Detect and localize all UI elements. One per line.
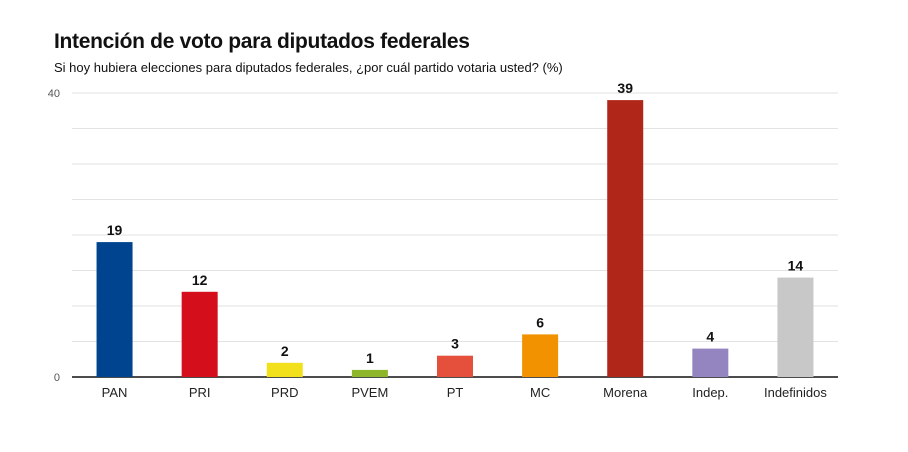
- bar-pvem: [351, 369, 388, 377]
- x-tick-label: Indep.: [692, 385, 728, 400]
- x-tick-label: PRI: [189, 385, 211, 400]
- data-label: 2: [281, 343, 289, 359]
- data-label: 39: [617, 80, 633, 96]
- chart-subtitle: Si hoy hubiera elecciones para diputados…: [54, 60, 563, 75]
- data-label: 19: [107, 222, 123, 238]
- bar-indep: [692, 348, 729, 377]
- x-tick-label: PVEM: [351, 385, 388, 400]
- x-tick-label: PT: [447, 385, 464, 400]
- data-label: 12: [192, 272, 208, 288]
- x-tick-label: Morena: [603, 385, 648, 400]
- x-tick-label: PRD: [271, 385, 298, 400]
- x-tick-label: PAN: [102, 385, 128, 400]
- bar-pri: [181, 291, 218, 377]
- data-label: 3: [451, 336, 459, 352]
- labels: 0 40 19 PAN 12 PRI 2 PRD 1 PVEM 3 PT 6 MC 39 Morena 4 Ind…: [48, 80, 828, 400]
- y-tick-label: 0: [54, 372, 60, 384]
- bar-pt: [437, 355, 473, 377]
- bar-mc: [522, 334, 559, 377]
- bar-prd: [266, 362, 303, 377]
- x-tick-label: MC: [530, 385, 550, 400]
- bar-morena: [607, 100, 644, 377]
- bar-indefinidos: [777, 277, 814, 377]
- data-label: 1: [366, 350, 374, 366]
- bars: [96, 100, 814, 377]
- y-tick-label: 40: [48, 88, 60, 100]
- chart-title: Intención de voto para diputados federal…: [54, 30, 470, 53]
- x-tick-label: Indefinidos: [764, 385, 827, 400]
- bar-pan: [96, 242, 133, 377]
- data-label: 6: [536, 314, 544, 330]
- data-label: 14: [788, 258, 804, 274]
- data-label: 4: [706, 329, 714, 345]
